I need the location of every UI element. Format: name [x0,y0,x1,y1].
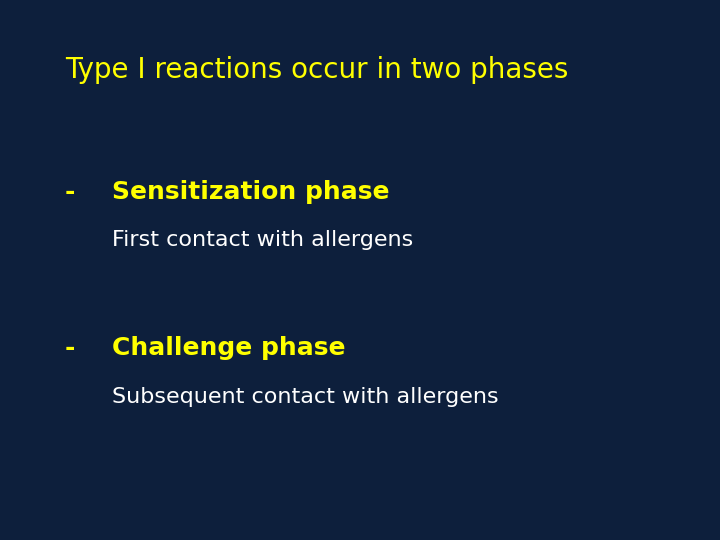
Text: -: - [65,336,75,360]
Text: Challenge phase: Challenge phase [112,336,345,360]
Text: -: - [65,180,75,204]
Text: Sensitization phase: Sensitization phase [112,180,389,204]
Text: Subsequent contact with allergens: Subsequent contact with allergens [112,387,498,407]
Text: First contact with allergens: First contact with allergens [112,230,413,251]
Text: Type I reactions occur in two phases: Type I reactions occur in two phases [65,56,568,84]
